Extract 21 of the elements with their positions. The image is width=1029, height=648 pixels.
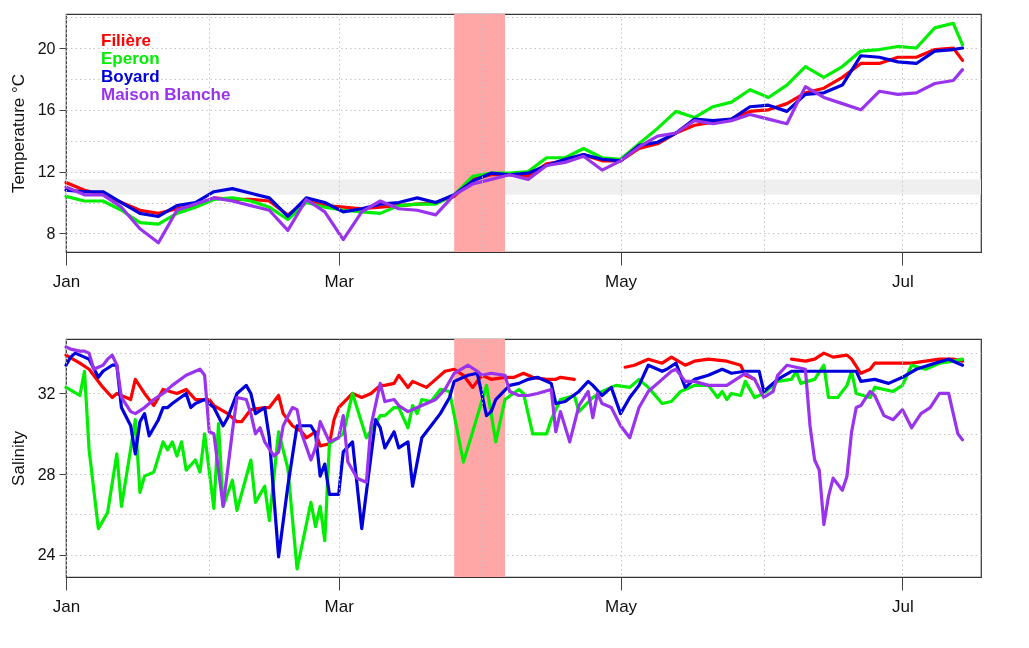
text: Eperon: [101, 48, 160, 68]
x-tick-label: May: [604, 271, 638, 291]
y-axis-title: Temperature °C: [8, 73, 28, 194]
y-tick-label: 12: [37, 163, 56, 181]
x-tick-label: Jul: [892, 596, 914, 616]
x-tick-label: Mar: [324, 271, 355, 291]
x-tick-label: Jan: [52, 271, 81, 291]
y-axis-title: Salinity: [8, 430, 28, 486]
y-tick-label: 20: [37, 39, 56, 57]
y-tick-label: 8: [46, 224, 56, 242]
y-tick-label: 16: [37, 101, 56, 119]
x-tick-label: Mar: [324, 596, 355, 616]
text: Filière: [101, 30, 152, 50]
y-tick-label: 32: [37, 384, 56, 402]
text: Boyard: [101, 66, 160, 86]
y-tick-label: 24: [37, 546, 56, 564]
text: Maison Blanche: [101, 84, 231, 104]
x-tick-label: May: [604, 596, 638, 616]
x-tick-label: Jan: [52, 596, 81, 616]
x-tick-label: Jul: [892, 271, 914, 291]
y-tick-label: 28: [37, 465, 56, 483]
